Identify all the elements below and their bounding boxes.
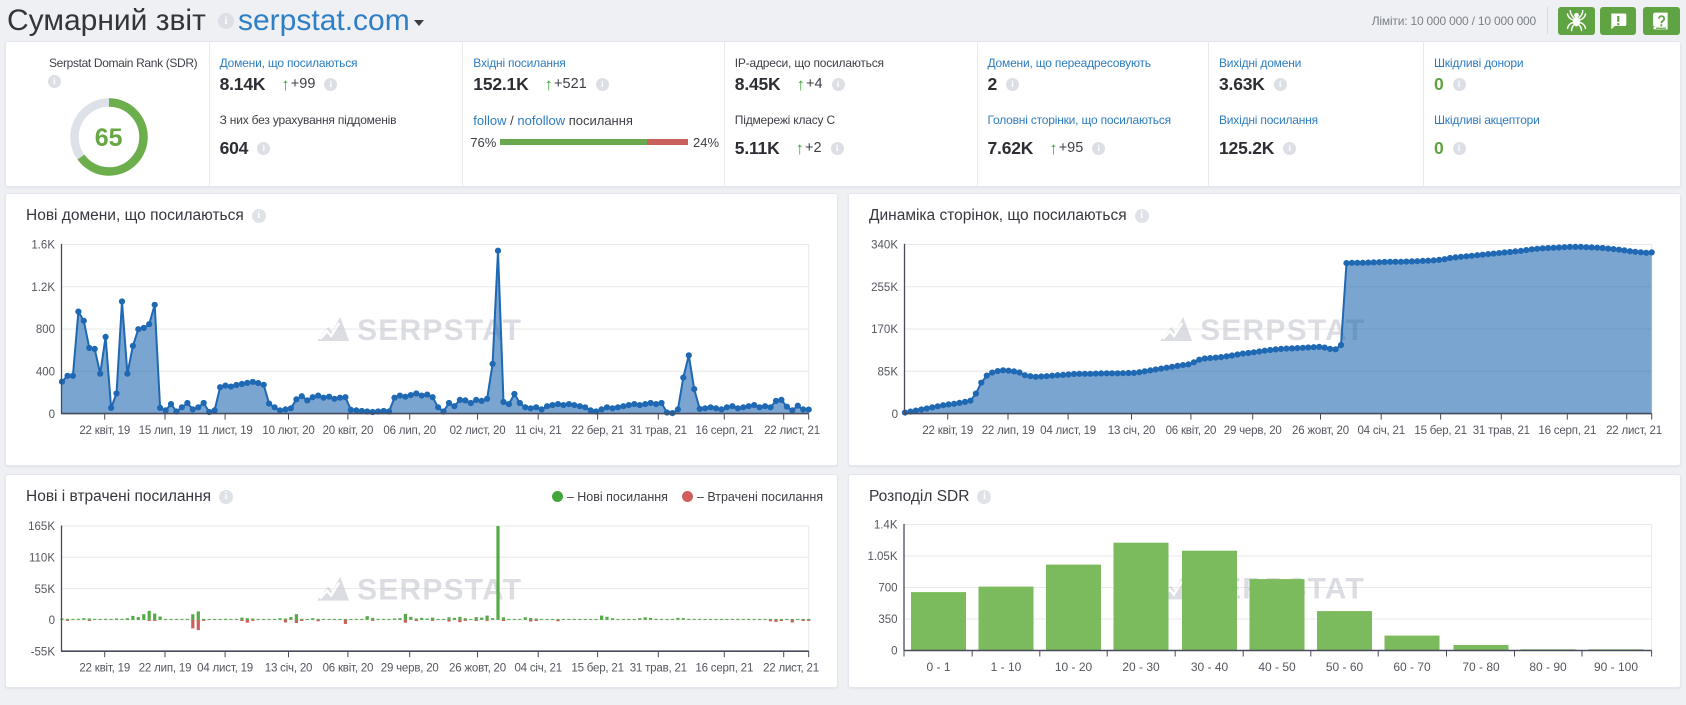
svg-text:1.4K: 1.4K [874, 520, 898, 532]
svg-text:-55K: -55K [31, 646, 56, 658]
svg-text:26 жовт, 20: 26 жовт, 20 [449, 663, 506, 675]
svg-text:165K: 165K [28, 521, 55, 533]
svg-text:255K: 255K [871, 282, 898, 294]
svg-text:04 січ, 21: 04 січ, 21 [1357, 425, 1404, 437]
svg-text:20 - 30: 20 - 30 [1122, 660, 1160, 674]
svg-text:02 лист, 20: 02 лист, 20 [450, 425, 506, 437]
svg-text:06 квіт, 20: 06 квіт, 20 [323, 663, 374, 675]
svg-text:15 лип, 19: 15 лип, 19 [139, 425, 192, 437]
svg-text:22 лист, 21: 22 лист, 21 [1606, 425, 1662, 437]
svg-text:400: 400 [36, 367, 55, 379]
svg-text:15 бер, 21: 15 бер, 21 [1414, 425, 1466, 437]
svg-text:1.6K: 1.6K [31, 240, 55, 252]
svg-text:22 бер, 21: 22 бер, 21 [571, 425, 623, 437]
svg-text:800: 800 [36, 324, 55, 336]
svg-text:16 серп, 21: 16 серп, 21 [1538, 425, 1596, 437]
svg-text:30 - 40: 30 - 40 [1191, 660, 1229, 674]
svg-text:SERPSTAT: SERPSTAT [1200, 314, 1365, 347]
svg-text:80 - 90: 80 - 90 [1529, 660, 1567, 674]
svg-text:06 квіт, 20: 06 квіт, 20 [1166, 425, 1217, 437]
svg-text:90 - 100: 90 - 100 [1594, 660, 1638, 674]
svg-text:16 серп, 21: 16 серп, 21 [695, 663, 753, 675]
svg-text:04 лист, 19: 04 лист, 19 [197, 663, 253, 675]
svg-text:1 - 10: 1 - 10 [991, 660, 1022, 674]
svg-text:29 черв, 20: 29 черв, 20 [381, 663, 439, 675]
svg-text:40 - 50: 40 - 50 [1258, 660, 1296, 674]
svg-text:11 лист, 19: 11 лист, 19 [198, 425, 253, 437]
svg-text:31 трав, 21: 31 трав, 21 [1473, 425, 1530, 437]
svg-text:31 трав, 21: 31 трав, 21 [630, 663, 687, 675]
svg-text:170K: 170K [871, 324, 898, 336]
svg-text:22 лист, 21: 22 лист, 21 [764, 425, 820, 437]
svg-text:70 - 80: 70 - 80 [1462, 660, 1500, 674]
svg-text:31 трав, 21: 31 трав, 21 [630, 425, 687, 437]
svg-text:04 лист, 19: 04 лист, 19 [1040, 425, 1096, 437]
svg-text:22 квіт, 19: 22 квіт, 19 [922, 425, 973, 437]
svg-text:16 серп, 21: 16 серп, 21 [695, 425, 753, 437]
svg-text:22 лист, 21: 22 лист, 21 [763, 663, 819, 675]
svg-text:0 - 1: 0 - 1 [926, 660, 950, 674]
svg-text:700: 700 [878, 583, 897, 595]
svg-text:13 січ, 20: 13 січ, 20 [265, 663, 312, 675]
svg-text:340K: 340K [871, 240, 898, 252]
svg-text:04 січ, 21: 04 січ, 21 [514, 663, 561, 675]
svg-text:1.2K: 1.2K [31, 282, 55, 294]
svg-text:10 - 20: 10 - 20 [1055, 660, 1093, 674]
svg-text:0: 0 [49, 615, 55, 627]
svg-text:11 січ, 21: 11 січ, 21 [515, 425, 562, 437]
svg-text:0: 0 [892, 409, 898, 421]
svg-text:10 лют, 20: 10 лют, 20 [262, 425, 314, 437]
svg-text:22 квіт, 19: 22 квіт, 19 [79, 663, 130, 675]
svg-text:1.05K: 1.05K [867, 551, 897, 563]
svg-text:20 квіт, 20: 20 квіт, 20 [323, 425, 374, 437]
svg-text:13 січ, 20: 13 січ, 20 [1108, 425, 1155, 437]
svg-text:SERPSTAT: SERPSTAT [357, 574, 522, 607]
svg-text:22 лип, 19: 22 лип, 19 [982, 425, 1035, 437]
svg-text:15 бер, 21: 15 бер, 21 [571, 663, 623, 675]
svg-text:350: 350 [878, 614, 897, 626]
svg-text:06 лип, 20: 06 лип, 20 [383, 425, 436, 437]
svg-text:22 квіт, 19: 22 квіт, 19 [79, 425, 130, 437]
svg-text:26 жовт, 20: 26 жовт, 20 [1292, 425, 1349, 437]
svg-text:85K: 85K [878, 367, 899, 379]
svg-text:0: 0 [891, 646, 897, 658]
svg-text:110K: 110K [29, 553, 55, 565]
svg-text:22 лип, 19: 22 лип, 19 [139, 663, 192, 675]
svg-text:60 - 70: 60 - 70 [1393, 660, 1431, 674]
svg-text:50 - 60: 50 - 60 [1326, 660, 1364, 674]
svg-text:0: 0 [49, 409, 55, 421]
svg-text:55K: 55K [35, 584, 56, 596]
svg-text:29 черв, 20: 29 черв, 20 [1224, 425, 1282, 437]
